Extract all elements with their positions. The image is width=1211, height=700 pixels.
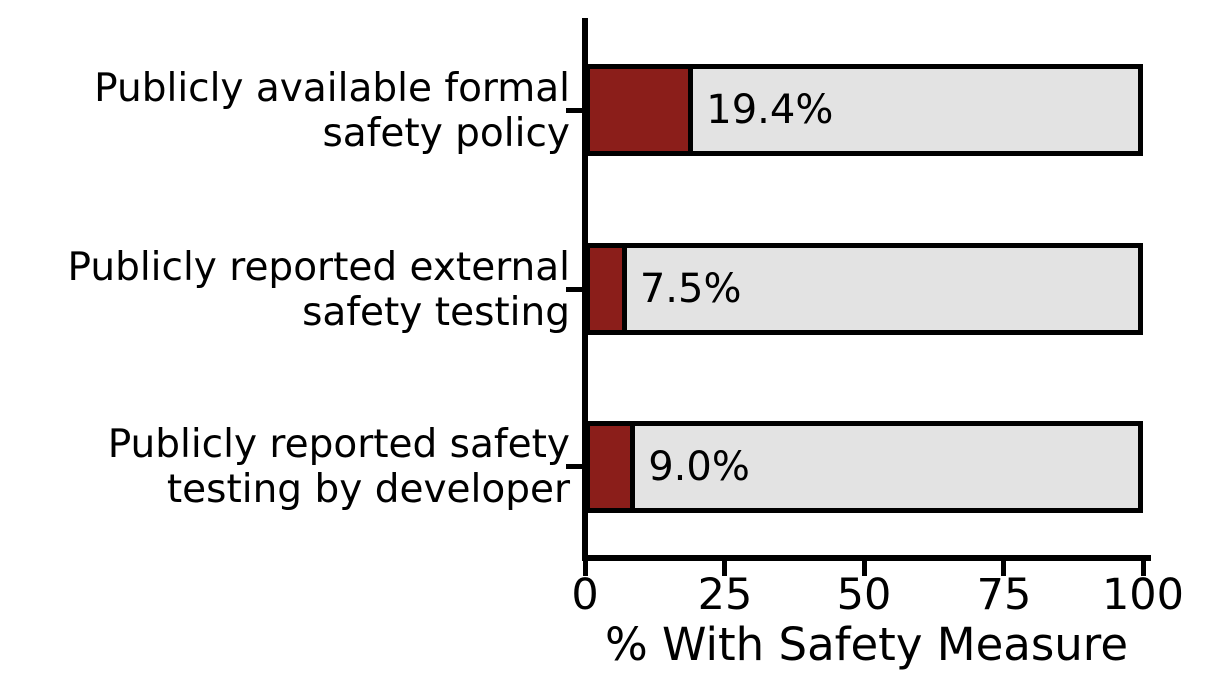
bar-value-label: 19.4% [706,87,834,133]
x-axis-tick [583,561,588,576]
x-axis-tick [862,561,867,576]
bar-row: 19.4% [585,64,1143,156]
x-axis-tick [1001,561,1006,576]
bar-row: 7.5% [585,243,1143,335]
category-label: Publicly reported external safety testin… [67,244,570,335]
x-axis-tick-label: 50 [836,570,892,620]
x-axis-tick-label: 100 [1101,570,1185,620]
bar-value-label: 7.5% [639,266,742,312]
x-axis-tick [1141,561,1146,576]
bar-measure-segment [585,243,627,335]
bar-value-label: 9.0% [648,444,750,490]
bar-row: 9.0% [585,421,1143,513]
category-label: Publicly available formal safety policy [94,65,570,156]
x-axis-tick-label: 0 [571,570,599,620]
x-axis-tick-label: 25 [697,570,753,620]
bar-remainder-segment [585,243,1143,335]
bar-measure-segment [585,421,636,513]
x-axis-tick-label: 75 [976,570,1032,620]
bar-measure-segment [585,64,694,156]
y-axis-tick [566,464,582,469]
x-axis-label: % With Safety Measure [604,618,1129,671]
category-label: Publicly reported safety testing by deve… [107,421,570,512]
y-axis-tick [566,108,582,113]
x-axis-line [582,555,1151,561]
y-axis-tick [566,287,582,292]
x-axis-tick [722,561,727,576]
